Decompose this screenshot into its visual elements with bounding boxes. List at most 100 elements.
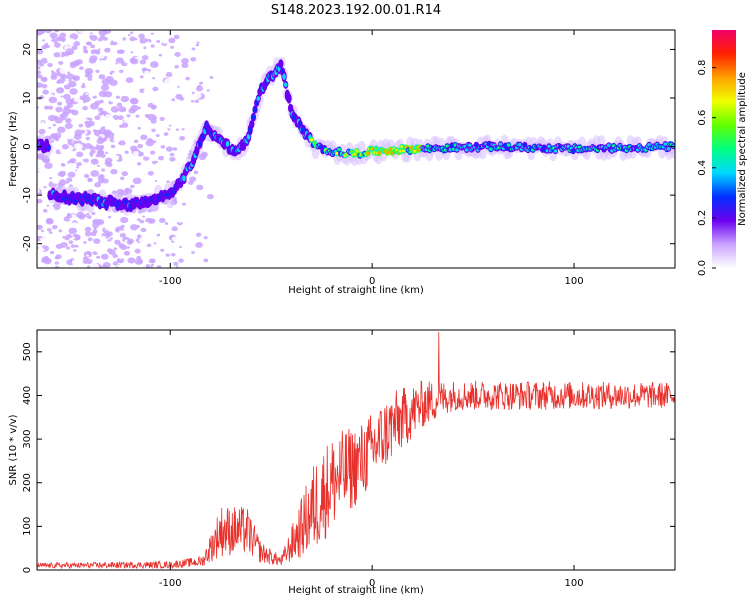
spectrogram-noise-cell bbox=[128, 107, 136, 114]
spectrogram-noise-cell bbox=[60, 163, 66, 167]
spectrogram-halo-cell bbox=[357, 140, 366, 153]
spectrogram-noise-cell bbox=[115, 62, 118, 65]
spectrogram-noise-cell bbox=[185, 76, 191, 81]
spectrogram-noise-cell bbox=[49, 32, 58, 39]
spectrogram-noise-cell bbox=[158, 53, 163, 57]
spectrogram-noise-cell bbox=[94, 247, 103, 253]
spectrogram-ridge-core bbox=[337, 147, 341, 152]
colorbar-tick-label: 0.0 bbox=[697, 260, 708, 276]
spectrogram-noise-cell bbox=[142, 215, 146, 218]
spectrogram-noise-cell bbox=[80, 87, 87, 93]
spectrogram-ridge-core bbox=[182, 174, 186, 182]
spectrogram-noise-cell bbox=[86, 215, 92, 219]
spectrogram-noise-cell bbox=[123, 134, 127, 138]
spectrogram-ridge-core bbox=[225, 141, 230, 148]
spectrogram-noise-cell bbox=[190, 57, 197, 62]
spectrogram-noise-cell bbox=[74, 244, 79, 248]
spectrogram-noise-cell bbox=[194, 99, 200, 103]
spectrogram-noise-cell bbox=[164, 78, 172, 84]
spectrogram-noise-cell bbox=[175, 208, 185, 215]
spectrogram-noise-cell bbox=[92, 95, 97, 99]
spectrogram-ridge-core bbox=[251, 114, 256, 120]
spectrogram-noise-cell bbox=[53, 216, 61, 223]
spectrogram-noise-cell bbox=[77, 30, 85, 34]
spectrogram-noise-cell bbox=[104, 157, 113, 164]
spectrogram-noise-cell bbox=[84, 74, 89, 78]
spectrogram-noise-cell bbox=[150, 238, 154, 242]
spectrogram-noise-cell bbox=[86, 41, 92, 46]
spectrogram-noise-cell bbox=[127, 53, 132, 57]
spectrogram-ridge-core bbox=[309, 138, 314, 142]
spectrogram-noise-cell bbox=[52, 123, 57, 127]
spectrogram-noise-cell bbox=[93, 227, 97, 230]
spectrogram-noise-cell bbox=[83, 158, 89, 163]
spectrogram-noise-cell bbox=[106, 231, 113, 237]
spectrogram-noise-cell bbox=[49, 177, 53, 180]
spectrogram-noise-cell bbox=[68, 79, 72, 82]
spectrogram-noise-cell bbox=[134, 258, 143, 265]
spectrogram-noise-cell bbox=[169, 109, 175, 114]
spectrogram-noise-cell bbox=[84, 143, 93, 149]
spectrogram-noise-cell bbox=[100, 253, 109, 260]
spectrogram-noise-cell bbox=[165, 72, 173, 78]
spectrogram-noise-cell bbox=[121, 122, 129, 128]
spectrogram-noise-cell bbox=[178, 258, 184, 263]
colorbar-gradient bbox=[712, 30, 736, 268]
colorbar-tick-label: 0.6 bbox=[697, 110, 708, 126]
spectrogram-noise-cell bbox=[66, 162, 76, 170]
spectrogram-noise-cell bbox=[117, 258, 123, 263]
spectrogram-noise-cell bbox=[148, 69, 152, 72]
spectrogram-ridge-core bbox=[663, 142, 668, 146]
spectrogram-noise-cell bbox=[126, 114, 131, 118]
spectrogram-noise-cell bbox=[62, 107, 72, 115]
spectrogram-noise-cell bbox=[111, 72, 119, 78]
spectrogram-noise-cell bbox=[68, 80, 77, 88]
spectrogram-noise-cell bbox=[189, 199, 198, 206]
spectrogram-noise-cell bbox=[47, 41, 55, 47]
spectrogram-noise-cell bbox=[73, 179, 79, 183]
spectrogram-noise-cell bbox=[37, 49, 44, 55]
spectrogram-noise-cell bbox=[158, 155, 165, 161]
spectrogram-noise-cell bbox=[93, 126, 97, 129]
spectrogram-noise-cell bbox=[156, 104, 160, 108]
spectrogram-noise-cell bbox=[76, 169, 82, 174]
spectrogram-xtick-label: 100 bbox=[565, 276, 584, 287]
spectrogram-noise-cell bbox=[200, 196, 204, 199]
spectrogram-noise-cell bbox=[70, 244, 76, 248]
spectrogram-noise-cell bbox=[102, 264, 108, 268]
spectrogram-noise-cell bbox=[149, 211, 155, 216]
spectrogram-noise-cell bbox=[153, 42, 157, 45]
spectrogram-noise-cell bbox=[115, 119, 122, 125]
spectrogram-noise-cell bbox=[164, 87, 172, 94]
spectrogram-noise-cell bbox=[100, 84, 110, 91]
spectrogram-noise-cell bbox=[58, 177, 62, 180]
spectrogram-noise-cell bbox=[145, 264, 151, 268]
spectrogram-noise-cell bbox=[181, 88, 189, 94]
spectrogram-noise-cell bbox=[193, 170, 199, 175]
spectrogram-noise-cell bbox=[192, 92, 202, 99]
spectrogram-noise-cell bbox=[87, 178, 93, 183]
spectrogram-halo-cell bbox=[478, 147, 487, 160]
spectrogram-noise-cell bbox=[37, 66, 41, 70]
spectrogram-noise-cell bbox=[69, 254, 73, 258]
spectrogram-noise-cell bbox=[47, 62, 53, 68]
spectrogram-noise-cell bbox=[171, 236, 178, 242]
spectrogram-noise-cell bbox=[96, 255, 101, 259]
spectrogram-noise-cell bbox=[191, 251, 195, 254]
spectrogram-noise-cell bbox=[87, 120, 95, 127]
spectrogram-noise-cell bbox=[96, 138, 105, 145]
spectrogram-noise-cell bbox=[109, 237, 113, 240]
spectrogram-ytick-label: 10 bbox=[22, 92, 33, 105]
spectrogram-noise-cell bbox=[63, 105, 70, 111]
spectrogram-noise-cell bbox=[62, 230, 69, 236]
spectrogram-noise-cell bbox=[102, 30, 112, 35]
spectrogram-noise-cell bbox=[43, 233, 50, 240]
spectrogram-noise-cell bbox=[38, 246, 44, 251]
spectrogram-noise-cell bbox=[67, 171, 76, 178]
spectrogram-noise-cell bbox=[158, 86, 163, 90]
spectrogram-noise-cell bbox=[48, 126, 52, 129]
spectrogram-noise-cell bbox=[141, 54, 149, 61]
spectrogram-noise-cell bbox=[139, 219, 145, 224]
spectrogram-noise-cell bbox=[189, 176, 197, 182]
